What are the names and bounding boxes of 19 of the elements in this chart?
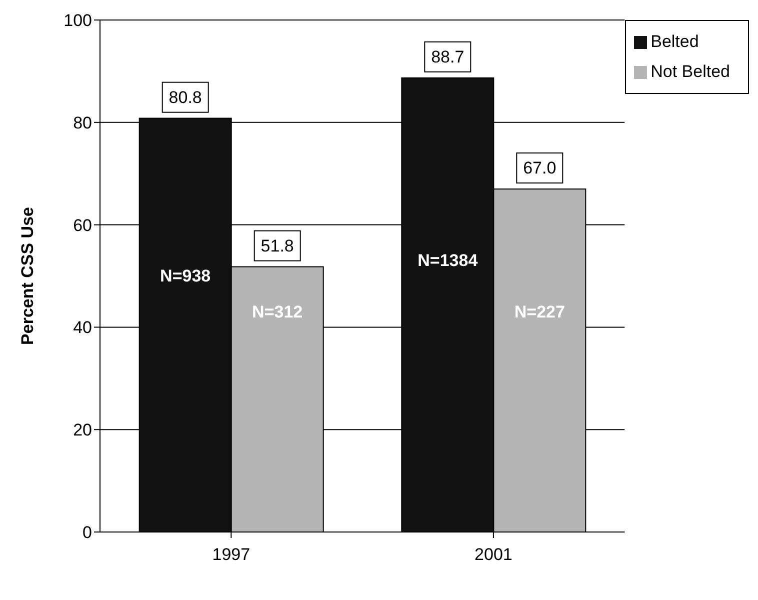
data-label: 88.7 bbox=[431, 47, 464, 66]
y-tick-label: 80 bbox=[73, 113, 92, 132]
legend-label: Belted bbox=[650, 32, 699, 51]
annotation: N=938 bbox=[160, 266, 211, 286]
y-tick-label: 40 bbox=[73, 318, 92, 338]
y-tick-label: 60 bbox=[73, 216, 92, 235]
y-tick-label: 0 bbox=[82, 523, 92, 542]
annotation: N=227 bbox=[514, 302, 565, 322]
y-tick-label: 20 bbox=[73, 420, 92, 440]
x-tick-label: 1997 bbox=[212, 545, 250, 564]
legend-label: Not Belted bbox=[650, 62, 730, 81]
y-axis-title: Percent CSS Use bbox=[18, 207, 38, 345]
y-tick-label: 100 bbox=[64, 11, 92, 30]
annotation: N=1384 bbox=[418, 251, 478, 270]
x-tick-label: 2001 bbox=[474, 545, 512, 564]
data-label: 51.8 bbox=[260, 236, 294, 256]
data-label: 80.8 bbox=[168, 88, 202, 107]
data-label: 67.0 bbox=[523, 158, 556, 178]
annotation: N=312 bbox=[252, 302, 303, 322]
